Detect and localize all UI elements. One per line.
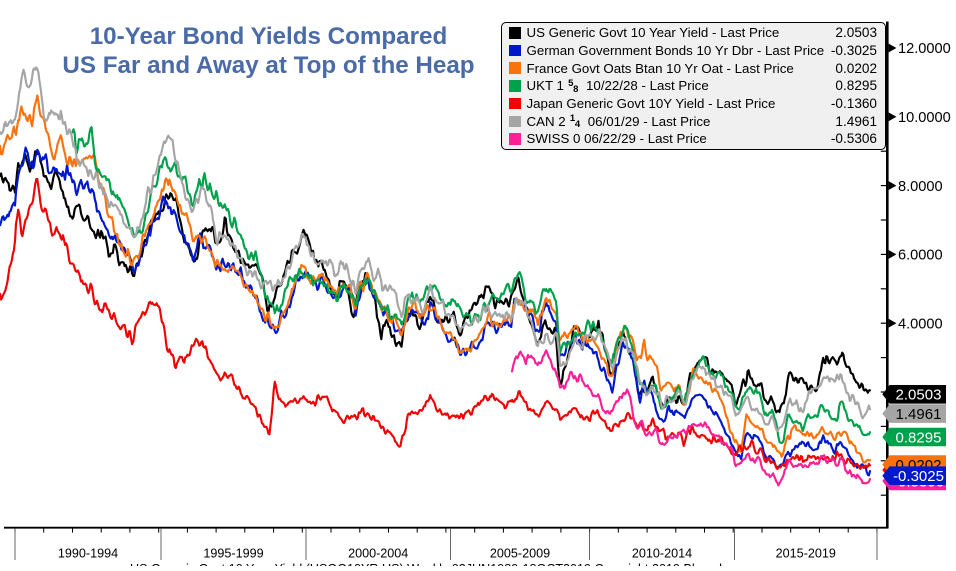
svg-text:-0.3025: -0.3025 xyxy=(893,468,944,485)
svg-text:2010-2014: 2010-2014 xyxy=(632,547,692,561)
svg-text:2005-2009: 2005-2009 xyxy=(490,547,550,561)
svg-text:0.8295: 0.8295 xyxy=(896,429,942,446)
svg-text:2.0503: 2.0503 xyxy=(896,387,942,404)
svg-text:1995-1999: 1995-1999 xyxy=(203,547,263,561)
svg-text:12.0000: 12.0000 xyxy=(898,41,951,57)
svg-text:2015-2019: 2015-2019 xyxy=(776,547,836,561)
svg-text:10.0000: 10.0000 xyxy=(898,110,951,126)
svg-text:1.4961: 1.4961 xyxy=(896,406,942,423)
svg-text:6.0000: 6.0000 xyxy=(898,248,943,264)
svg-text:US Generic Govt 10 Year Yield: US Generic Govt 10 Year Yield (USGG10YR … xyxy=(130,562,726,566)
svg-text:4.0000: 4.0000 xyxy=(898,316,943,332)
svg-text:2000-2004: 2000-2004 xyxy=(348,547,408,561)
svg-text:8.0000: 8.0000 xyxy=(898,179,943,195)
svg-text:1990-1994: 1990-1994 xyxy=(58,547,118,561)
